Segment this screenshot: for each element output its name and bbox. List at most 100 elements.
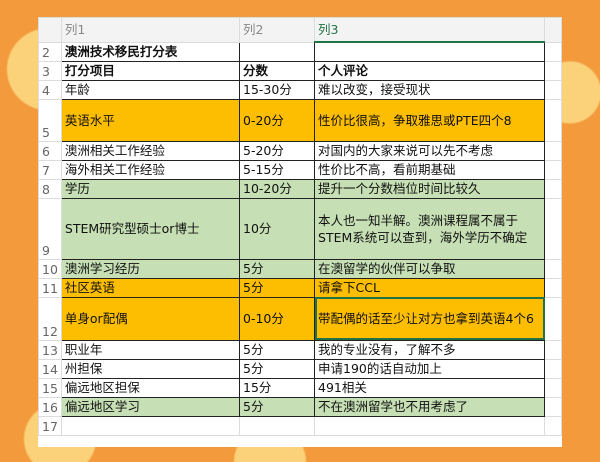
column-header-3[interactable]: 列3 xyxy=(314,17,546,43)
table-row: 6 澳洲相关工作经验 5-20分 对国内的大家来说可以先不考虑 xyxy=(38,140,562,161)
row-number[interactable]: 17 xyxy=(38,415,62,436)
empty-cell[interactable] xyxy=(544,377,562,398)
cell-a[interactable]: 社区英语 xyxy=(60,277,241,298)
cell-a[interactable]: 澳洲技术移民打分表 xyxy=(60,41,241,62)
cell-c[interactable]: 提升一个分数档位时间比较久 xyxy=(314,178,546,199)
cell-a[interactable]: 偏远地区学习 xyxy=(60,396,241,417)
cell-a[interactable]: 州担保 xyxy=(60,358,241,379)
table-row: 15 偏远地区担保 15分 491相关 xyxy=(38,377,562,398)
empty-cell[interactable] xyxy=(544,396,562,417)
row-number[interactable]: 6 xyxy=(38,140,62,161)
row-number[interactable]: 10 xyxy=(38,258,62,279)
cell-b[interactable] xyxy=(239,415,316,436)
empty-cell[interactable] xyxy=(544,140,562,161)
cell-a[interactable]: 年龄 xyxy=(60,79,241,100)
cell-b[interactable]: 15-30分 xyxy=(239,79,316,100)
table-row: 9 STEM研究型硕士or博士 10分 本人也一知半解。澳洲课程属不属于STEM系统可… xyxy=(38,197,562,260)
cell-a[interactable]: 澳洲相关工作经验 xyxy=(60,140,241,161)
cell-a[interactable]: 海外相关工作经验 xyxy=(60,159,241,180)
cell-a[interactable]: 英语水平 xyxy=(60,98,241,142)
empty-cell[interactable] xyxy=(544,60,562,81)
cell-c[interactable]: 性价比很高，争取雅思或PTE四个8 xyxy=(314,98,546,142)
cell-b[interactable]: 5-20分 xyxy=(239,140,316,161)
table-row: 4 年龄 15-30分 难以改变，接受现状 xyxy=(38,79,562,100)
cell-c[interactable] xyxy=(314,415,546,436)
cell-c[interactable]: 带配偶的话至少让对方也拿到英语4个6 xyxy=(314,296,546,341)
cell-b[interactable]: 0-10分 xyxy=(239,296,316,341)
cell-a[interactable]: 学历 xyxy=(60,178,241,199)
cell-c[interactable]: 请拿下CCL xyxy=(314,277,546,298)
row-number[interactable]: 12 xyxy=(38,296,62,341)
cell-b[interactable]: 5分 xyxy=(239,277,316,298)
cell-b[interactable]: 5分 xyxy=(239,258,316,279)
cell-c[interactable]: 在澳留学的伙伴可以争取 xyxy=(314,258,546,279)
empty-cell[interactable] xyxy=(544,41,562,62)
cell-b[interactable]: 10分 xyxy=(239,197,316,260)
cell-a[interactable]: 澳洲学习经历 xyxy=(60,258,241,279)
empty-cell[interactable] xyxy=(544,258,562,279)
cell-b[interactable] xyxy=(239,41,316,62)
cell-b[interactable]: 5-15分 xyxy=(239,159,316,180)
column-header-1[interactable]: 列1 xyxy=(60,17,241,43)
cell-c[interactable]: 申请190的话自动加上 xyxy=(314,358,546,379)
empty-cell[interactable] xyxy=(544,415,562,436)
row-number[interactable]: 15 xyxy=(38,377,62,398)
cell-c[interactable]: 对国内的大家来说可以先不考虑 xyxy=(314,140,546,161)
row-number[interactable]: 4 xyxy=(38,79,62,100)
row-number[interactable]: 2 xyxy=(38,41,62,62)
table-row: 7 海外相关工作经验 5-15分 性价比不高，看前期基础 xyxy=(38,159,562,180)
table-row: 14 州担保 5分 申请190的话自动加上 xyxy=(38,358,562,379)
cell-a[interactable]: 职业年 xyxy=(60,339,241,360)
cell-a[interactable] xyxy=(60,415,241,436)
empty-cell[interactable] xyxy=(544,277,562,298)
table-row: 13 职业年 5分 我的专业没有，了解不多 xyxy=(38,339,562,360)
row-number[interactable]: 11 xyxy=(38,277,62,298)
cell-c[interactable]: 性价比不高，看前期基础 xyxy=(314,159,546,180)
cell-a[interactable]: 打分项目 xyxy=(60,60,241,81)
row-number[interactable]: 9 xyxy=(38,197,62,260)
table-row: 16 偏远地区学习 5分 不在澳洲留学也不用考虑了 xyxy=(38,396,562,417)
cell-b[interactable]: 5分 xyxy=(239,358,316,379)
row-number[interactable]: 7 xyxy=(38,159,62,180)
cell-b[interactable]: 15分 xyxy=(239,377,316,398)
cell-c[interactable]: 我的专业没有，了解不多 xyxy=(314,339,546,360)
empty-cell[interactable] xyxy=(544,159,562,180)
empty-cell[interactable] xyxy=(544,339,562,360)
cell-b[interactable]: 0-20分 xyxy=(239,98,316,142)
cell-a[interactable]: 偏远地区担保 xyxy=(60,377,241,398)
row-number[interactable]: 5 xyxy=(38,98,62,142)
table-row: 2 澳洲技术移民打分表 xyxy=(38,41,562,62)
table-row: 17 xyxy=(38,415,562,436)
table-row: 8 学历 10-20分 提升一个分数档位时间比较久 xyxy=(38,178,562,199)
cell-c[interactable] xyxy=(314,41,546,62)
cell-c[interactable]: 个人评论 xyxy=(314,60,546,81)
cell-b[interactable]: 5分 xyxy=(239,396,316,417)
cell-c[interactable]: 难以改变，接受现状 xyxy=(314,79,546,100)
row-number[interactable]: 8 xyxy=(38,178,62,199)
empty-cell[interactable] xyxy=(544,358,562,379)
row-number[interactable]: 16 xyxy=(38,396,62,417)
row-number[interactable]: 3 xyxy=(38,60,62,81)
table-row: 12 单身or配偶 0-10分 带配偶的话至少让对方也拿到英语4个6 xyxy=(38,296,562,341)
column-header-row: 列1 列2 列3 xyxy=(38,17,562,43)
cell-b[interactable]: 分数 xyxy=(239,60,316,81)
empty-cell[interactable] xyxy=(544,79,562,100)
cell-b[interactable]: 5分 xyxy=(239,339,316,360)
cell-c[interactable]: 491相关 xyxy=(314,377,546,398)
column-header-blank xyxy=(544,17,562,43)
empty-cell[interactable] xyxy=(544,296,562,341)
cell-b[interactable]: 10-20分 xyxy=(239,178,316,199)
corner-cell[interactable] xyxy=(38,17,62,43)
table-row: 11 社区英语 5分 请拿下CCL xyxy=(38,277,562,298)
row-number[interactable]: 13 xyxy=(38,339,62,360)
empty-cell[interactable] xyxy=(544,178,562,199)
empty-cell[interactable] xyxy=(544,98,562,142)
table-row: 5 英语水平 0-20分 性价比很高，争取雅思或PTE四个8 xyxy=(38,98,562,142)
cell-a[interactable]: 单身or配偶 xyxy=(60,296,241,341)
row-number[interactable]: 14 xyxy=(38,358,62,379)
cell-c[interactable]: 不在澳洲留学也不用考虑了 xyxy=(314,396,546,417)
column-header-2[interactable]: 列2 xyxy=(239,17,316,43)
cell-a[interactable]: STEM研究型硕士or博士 xyxy=(60,197,241,260)
cell-c[interactable]: 本人也一知半解。澳洲课程属不属于STEM系统可以查到，海外学历不确定 xyxy=(314,197,546,260)
empty-cell[interactable] xyxy=(544,197,562,260)
